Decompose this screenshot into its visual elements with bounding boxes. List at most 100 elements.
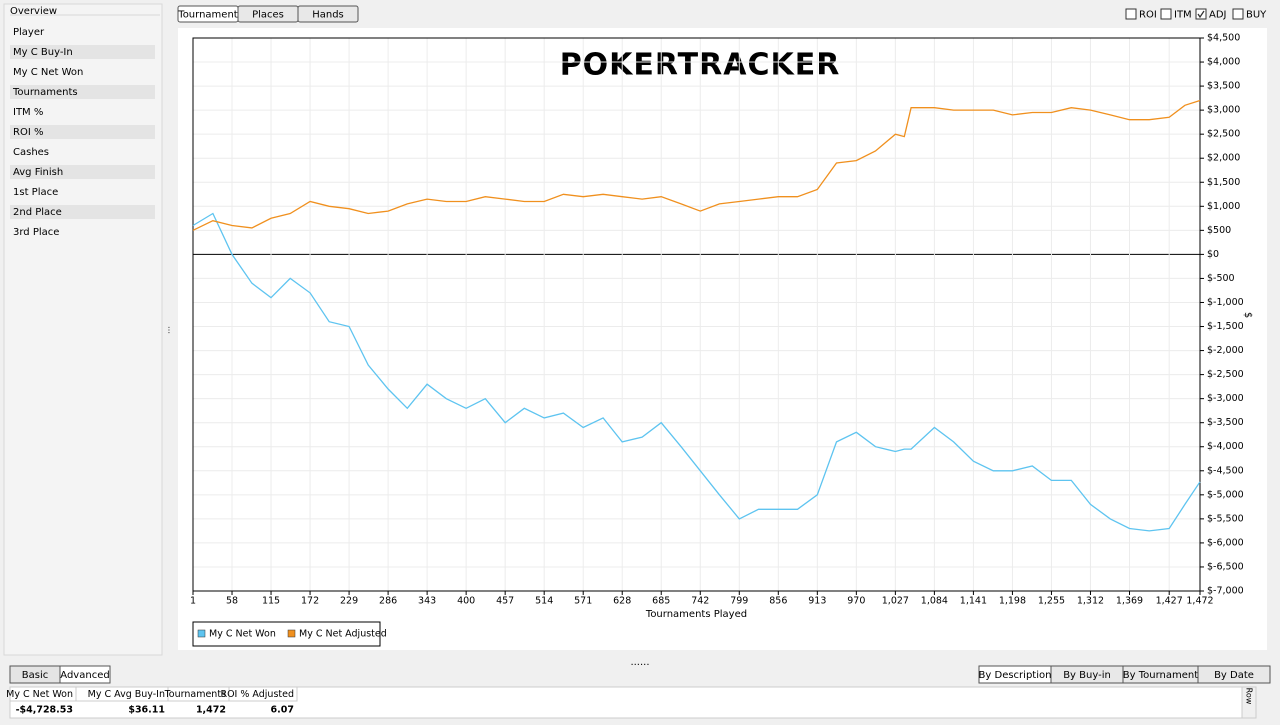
sidebar-item[interactable]: 3rd Place (13, 227, 59, 238)
tab-label[interactable]: Hands (312, 10, 344, 21)
sidebar-row-bg (10, 205, 155, 219)
y-tick-label: $2,000 (1207, 153, 1240, 164)
x-tick-label: 1,141 (960, 596, 987, 607)
sort-button-label[interactable]: By Buy-in (1063, 670, 1111, 681)
sidebar-item[interactable]: Tournaments (12, 87, 78, 98)
sidebar-item[interactable]: ROI % (13, 127, 43, 138)
x-tick-label: 514 (535, 596, 553, 607)
sidebar-row-bg (10, 125, 155, 139)
y-tick-label: $-7,000 (1207, 586, 1244, 597)
view-button-label[interactable]: Advanced (60, 670, 109, 681)
sidebar-item[interactable]: Player (13, 27, 45, 38)
x-tick-label: 1,312 (1077, 596, 1104, 607)
splitter-grip: ⋮ (165, 326, 173, 335)
legend-label: My C Net Adjusted (299, 629, 387, 640)
x-tick-label: 799 (730, 596, 748, 607)
y-tick-label: $-2,000 (1207, 345, 1244, 356)
x-tick-label: 286 (379, 596, 397, 607)
sidebar-item[interactable]: Cashes (13, 147, 49, 158)
sort-button-label[interactable]: By Description (979, 670, 1052, 681)
x-tick-label: 970 (847, 596, 865, 607)
table-header[interactable]: My C Avg Buy-In (88, 689, 165, 700)
x-tick-label: 685 (652, 596, 670, 607)
tab-label[interactable]: Tournament (177, 10, 237, 21)
sort-button-label[interactable]: By Date (1214, 670, 1254, 681)
x-tick-label: 628 (613, 596, 631, 607)
table-header[interactable]: Tournaments (164, 689, 226, 700)
checkbox[interactable] (1160, 8, 1172, 20)
x-tick-label: 1,369 (1116, 596, 1143, 607)
table-cell: -$4,728.53 (16, 705, 73, 716)
line-series (192, 212, 1201, 532)
y-tick-label: $-1,500 (1207, 321, 1244, 332)
y-tick-label: $3,500 (1207, 81, 1240, 92)
y-tick-label: $1,000 (1207, 201, 1240, 212)
tab[interactable] (297, 5, 359, 23)
x-tick-label: 58 (226, 596, 238, 607)
table-cell: $36.11 (128, 705, 165, 716)
checkbox[interactable] (1125, 8, 1137, 20)
x-tick-label: 571 (574, 596, 592, 607)
x-tick-label: 1,255 (1038, 596, 1065, 607)
y-tick-label: $-4,500 (1207, 465, 1244, 476)
x-tick-label: 1,084 (921, 596, 948, 607)
y-tick-label: $-1,000 (1207, 297, 1244, 308)
sidebar-item[interactable]: 1st Place (13, 187, 58, 198)
legend-swatch (287, 629, 296, 638)
x-axis-label: Tournaments Played (645, 609, 747, 620)
x-tick-label: 1 (190, 596, 196, 607)
x-tick-label: 172 (301, 596, 319, 607)
chart-panel (178, 28, 1267, 650)
sidebar-row-bg (10, 45, 155, 59)
y-tick-label: $-6,000 (1207, 537, 1244, 548)
view-button[interactable] (59, 665, 111, 684)
x-tick-label: 1,427 (1156, 596, 1183, 607)
x-tick-label: 913 (808, 596, 826, 607)
view-button-label[interactable]: Basic (22, 670, 48, 681)
legend-label: My C Net Won (209, 629, 276, 640)
sidebar-row-bg (10, 165, 155, 179)
checkbox-label[interactable]: ITM (1174, 10, 1192, 21)
scrollbar[interactable] (1241, 686, 1257, 719)
checkbox-label[interactable]: ADJ (1209, 10, 1227, 21)
table-header[interactable]: My C Net Won (6, 689, 73, 700)
checkbox-label[interactable]: ROI (1139, 10, 1157, 21)
checkbox-label[interactable]: BUY (1246, 10, 1267, 21)
table-header[interactable]: ROI % Adjusted (220, 689, 294, 700)
y-tick-label: $-500 (1207, 273, 1235, 284)
sort-button[interactable] (1197, 665, 1271, 684)
sidebar-item[interactable]: Avg Finish (13, 167, 63, 178)
x-tick-label: 343 (418, 596, 436, 607)
row-label: Row (1245, 688, 1254, 705)
y-axis-label: $ (1242, 312, 1253, 318)
sidebar-panel (3, 3, 163, 656)
y-tick-label: $-5,000 (1207, 489, 1244, 500)
tab-label[interactable]: Places (252, 10, 284, 21)
checkbox[interactable] (1195, 8, 1207, 20)
x-tick-label: 457 (496, 596, 514, 607)
splitter-grip: ...... (630, 657, 649, 668)
watermark: POKERTRACKER (560, 48, 841, 83)
sidebar-row-bg (10, 85, 155, 99)
x-tick-label: 742 (691, 596, 709, 607)
x-tick-label: 115 (262, 596, 280, 607)
sidebar-item[interactable]: My C Net Won (13, 67, 83, 78)
sort-button-label[interactable]: By Tournament (1123, 670, 1198, 681)
y-tick-label: $-5,500 (1207, 513, 1244, 524)
x-tick-label: 229 (340, 596, 358, 607)
x-tick-label: 1,472 (1186, 596, 1213, 607)
checkbox[interactable] (1232, 8, 1244, 20)
y-tick-label: $-4,000 (1207, 441, 1244, 452)
sidebar-item[interactable]: ITM % (13, 107, 43, 118)
y-tick-label: $4,000 (1207, 57, 1240, 68)
checkbox-check (1197, 10, 1205, 19)
x-tick-label: 1,198 (999, 596, 1026, 607)
legend-swatch (197, 629, 206, 638)
sidebar-item[interactable]: 2nd Place (13, 207, 62, 218)
y-tick-label: $2,500 (1207, 129, 1240, 140)
sidebar-item[interactable]: My C Buy-In (13, 47, 73, 58)
y-tick-label: $0 (1207, 249, 1219, 260)
plot-frame (192, 37, 1201, 592)
y-tick-label: $500 (1207, 225, 1231, 236)
